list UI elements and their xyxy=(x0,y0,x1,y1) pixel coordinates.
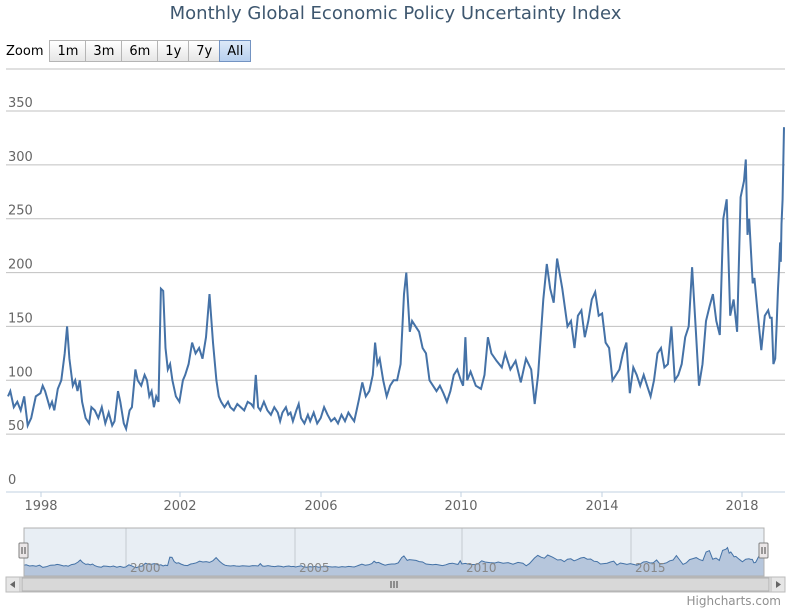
arrow-right-icon xyxy=(776,581,781,588)
y-tick-label: 300 xyxy=(8,150,33,165)
zoom-button-7y[interactable]: 7y xyxy=(188,40,220,62)
navigator-axis-labels: 2000 2005 2010 2015 xyxy=(130,561,666,575)
x-tick-label: 2006 xyxy=(304,499,337,514)
zoom-button-1y[interactable]: 1y xyxy=(157,40,189,62)
navigator[interactable]: 2000 2005 2010 2015 xyxy=(18,527,769,577)
zoom-label: Zoom xyxy=(6,43,44,59)
chart-title: Monthly Global Economic Policy Uncertain… xyxy=(169,3,622,24)
credits-link[interactable]: Highcharts.com xyxy=(686,594,781,608)
y-tick-label: 250 xyxy=(8,204,33,219)
y-tick-label: 200 xyxy=(8,258,33,273)
x-tick-label: 2010 xyxy=(444,499,477,514)
arrow-left-icon xyxy=(10,581,15,588)
x-tick-label: 2002 xyxy=(163,499,196,514)
y-tick-label: 150 xyxy=(8,311,33,326)
navigator-tick-label: 2000 xyxy=(130,561,161,575)
y-tick-label: 0 xyxy=(8,473,16,488)
navigator-series xyxy=(23,545,765,577)
scrollbar[interactable] xyxy=(5,576,786,593)
zoom-button-6m[interactable]: 6m xyxy=(121,40,158,62)
series-line xyxy=(7,127,785,433)
y-grid xyxy=(6,110,785,435)
zoom-button-all[interactable]: All xyxy=(219,40,252,62)
y-tick-label: 50 xyxy=(8,419,25,434)
x-axis-labels: 1998 2002 2006 2010 2014 2018 xyxy=(24,492,759,514)
y-axis-labels: 0 50 100 150 200 250 300 350 xyxy=(8,96,33,488)
x-tick-label: 2018 xyxy=(725,499,758,514)
zoom-selector: Zoom 1m 3m 6m 1y 7y All xyxy=(6,40,252,62)
x-tick-label: 1998 xyxy=(24,499,57,514)
y-tick-label: 100 xyxy=(8,365,33,380)
scrollbar-thumb[interactable] xyxy=(21,577,770,592)
y-tick-label: 350 xyxy=(8,96,33,111)
navigator-tick-label: 2010 xyxy=(466,561,497,575)
zoom-button-1m[interactable]: 1m xyxy=(49,40,86,62)
x-tick-label: 2014 xyxy=(585,499,618,514)
navigator-tick-label: 2005 xyxy=(299,561,330,575)
navigator-tick-label: 2015 xyxy=(635,561,666,575)
navigator-handle-right[interactable] xyxy=(758,542,769,559)
navigator-mask xyxy=(23,527,765,577)
zoom-button-3m[interactable]: 3m xyxy=(85,40,122,62)
navigator-handle-left[interactable] xyxy=(18,542,29,559)
